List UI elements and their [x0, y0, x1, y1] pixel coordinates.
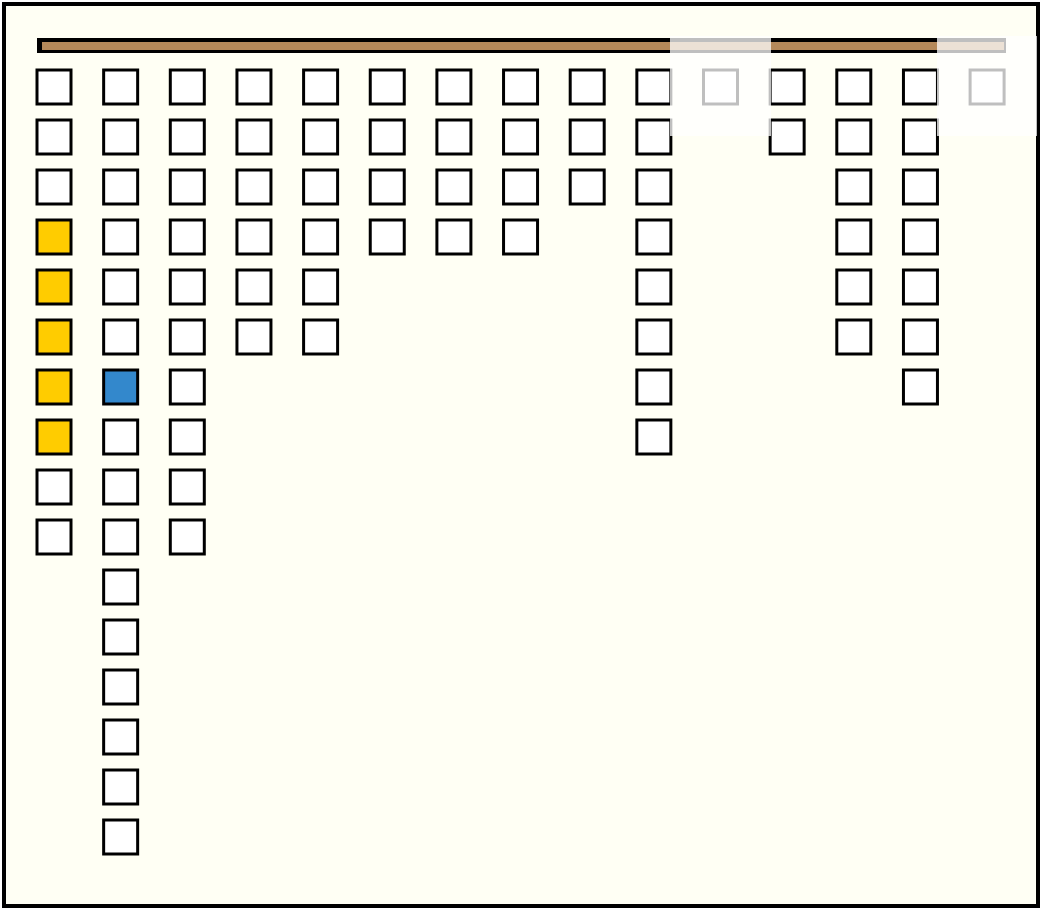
cell[interactable] — [568, 68, 606, 106]
cell[interactable] — [435, 168, 473, 206]
cell[interactable] — [502, 68, 540, 106]
cell[interactable] — [435, 118, 473, 156]
cell[interactable] — [635, 418, 673, 456]
cell[interactable] — [835, 268, 873, 306]
cell[interactable] — [635, 268, 673, 306]
cell[interactable] — [835, 68, 873, 106]
cell[interactable] — [35, 168, 73, 206]
cell[interactable] — [635, 68, 673, 106]
cell[interactable] — [102, 618, 140, 656]
cell[interactable] — [235, 168, 273, 206]
cell[interactable] — [168, 218, 206, 256]
cell[interactable] — [901, 318, 939, 356]
cell[interactable] — [35, 518, 73, 556]
cell-grid — [35, 68, 1006, 856]
cell[interactable] — [302, 168, 340, 206]
cell[interactable] — [102, 268, 140, 306]
top-bar — [42, 42, 1004, 50]
cell[interactable] — [168, 118, 206, 156]
cell[interactable] — [368, 168, 406, 206]
fade-overlay — [670, 36, 771, 136]
cell[interactable] — [901, 168, 939, 206]
cell[interactable] — [102, 818, 140, 856]
cell[interactable] — [235, 118, 273, 156]
cell[interactable] — [435, 218, 473, 256]
cell[interactable] — [635, 318, 673, 356]
cell[interactable] — [35, 468, 73, 506]
cell[interactable] — [102, 68, 140, 106]
cell[interactable] — [835, 218, 873, 256]
cell[interactable] — [168, 68, 206, 106]
cell[interactable] — [502, 218, 540, 256]
cell[interactable] — [102, 418, 140, 456]
cell[interactable] — [102, 368, 140, 406]
cell[interactable] — [168, 318, 206, 356]
cell[interactable] — [302, 318, 340, 356]
fade-overlay — [937, 36, 1037, 136]
cell[interactable] — [102, 668, 140, 706]
cell[interactable] — [901, 368, 939, 406]
cell[interactable] — [502, 118, 540, 156]
cell[interactable] — [35, 318, 73, 356]
cell[interactable] — [502, 168, 540, 206]
cell[interactable] — [302, 68, 340, 106]
cell[interactable] — [635, 368, 673, 406]
cell[interactable] — [901, 268, 939, 306]
cell[interactable] — [901, 68, 939, 106]
cell[interactable] — [102, 218, 140, 256]
cell[interactable] — [168, 168, 206, 206]
cell[interactable] — [302, 268, 340, 306]
cell[interactable] — [35, 268, 73, 306]
cell[interactable] — [35, 68, 73, 106]
cell[interactable] — [835, 318, 873, 356]
cell[interactable] — [102, 118, 140, 156]
cell[interactable] — [35, 218, 73, 256]
cell[interactable] — [302, 218, 340, 256]
cell[interactable] — [435, 68, 473, 106]
cell[interactable] — [102, 468, 140, 506]
cell[interactable] — [168, 418, 206, 456]
cell[interactable] — [102, 718, 140, 756]
cell[interactable] — [302, 118, 340, 156]
cell[interactable] — [568, 168, 606, 206]
cell[interactable] — [901, 218, 939, 256]
cell[interactable] — [102, 768, 140, 806]
cell[interactable] — [235, 68, 273, 106]
cell[interactable] — [102, 518, 140, 556]
cell[interactable] — [901, 118, 939, 156]
cell[interactable] — [168, 368, 206, 406]
cell[interactable] — [168, 268, 206, 306]
cell[interactable] — [368, 218, 406, 256]
cell[interactable] — [635, 118, 673, 156]
cell[interactable] — [235, 318, 273, 356]
cell[interactable] — [168, 468, 206, 506]
cell[interactable] — [35, 368, 73, 406]
cell[interactable] — [835, 168, 873, 206]
cell[interactable] — [35, 118, 73, 156]
cell[interactable] — [635, 218, 673, 256]
cell[interactable] — [35, 418, 73, 456]
cell[interactable] — [768, 68, 806, 106]
cell[interactable] — [102, 168, 140, 206]
cell[interactable] — [635, 168, 673, 206]
cell[interactable] — [768, 118, 806, 156]
cell[interactable] — [368, 118, 406, 156]
cell[interactable] — [235, 218, 273, 256]
cell[interactable] — [102, 318, 140, 356]
cell[interactable] — [568, 118, 606, 156]
cell[interactable] — [835, 118, 873, 156]
cell[interactable] — [235, 268, 273, 306]
cell[interactable] — [102, 568, 140, 606]
cell[interactable] — [368, 68, 406, 106]
cell[interactable] — [168, 518, 206, 556]
